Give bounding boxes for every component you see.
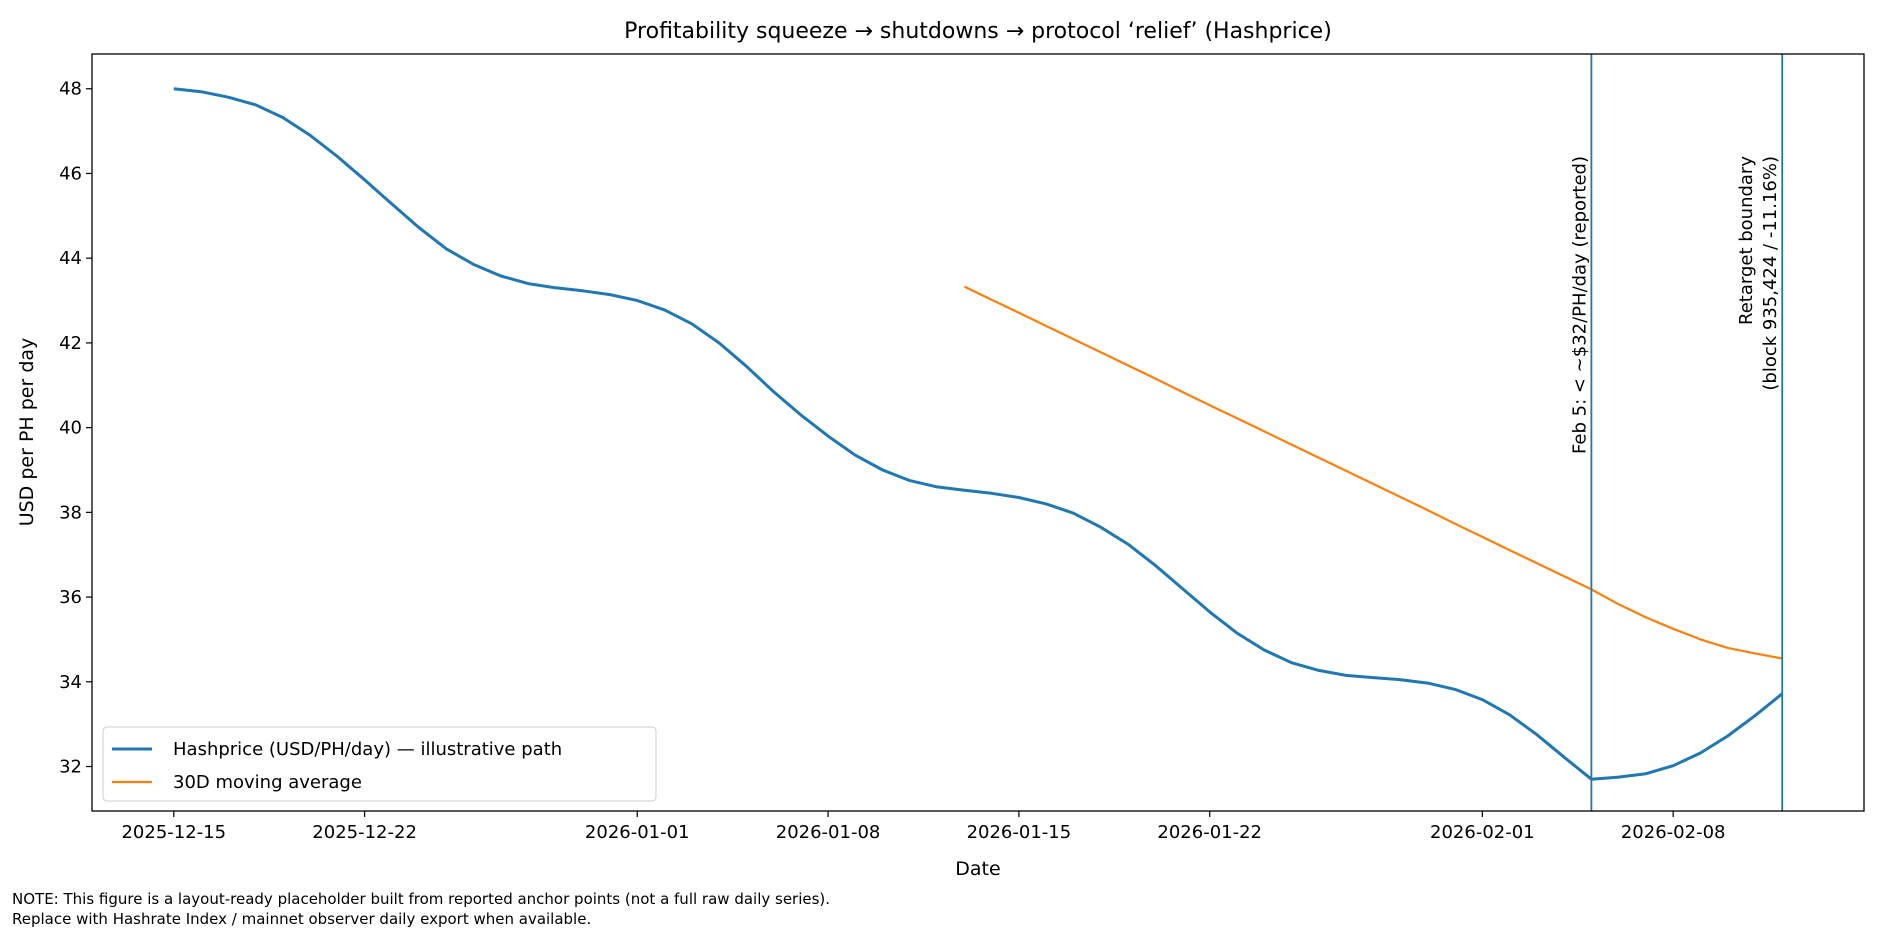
note-line-2: Replace with Hashrate Index / mainnet ob… bbox=[12, 910, 591, 928]
x-tick-label: 2026-02-01 bbox=[1430, 822, 1535, 843]
y-tick-label: 40 bbox=[59, 418, 82, 439]
y-axis: 32 34 36 38 40 42 44 46 48 bbox=[59, 79, 92, 778]
y-tick-label: 34 bbox=[59, 672, 82, 693]
x-tick-label: 2026-01-22 bbox=[1157, 822, 1262, 843]
legend: Hashprice (USD/PH/day) — illustrative pa… bbox=[102, 726, 657, 802]
y-tick-label: 46 bbox=[59, 163, 82, 184]
y-tick-label: 32 bbox=[59, 757, 82, 778]
x-tick-label: 2025-12-22 bbox=[312, 822, 417, 843]
x-tick-label: 2026-01-15 bbox=[967, 822, 1072, 843]
vline-annotation: (block 935,424 / -11.16%) bbox=[1760, 156, 1781, 391]
legend-label-moving-average: 30D moving average bbox=[173, 772, 362, 793]
chart-title: Profitability squeeze → shutdowns → prot… bbox=[624, 19, 1332, 44]
vline-annotation: Feb 5: < ~$32/PH/day (reported) bbox=[1569, 156, 1590, 454]
hashprice-line bbox=[173, 87, 1784, 781]
y-axis-label: USD per PH per day bbox=[16, 338, 38, 527]
note-line-1: NOTE: This figure is a layout-ready plac… bbox=[12, 890, 830, 908]
x-tick-label: 2026-01-01 bbox=[585, 822, 690, 843]
legend-box bbox=[102, 726, 657, 802]
plot-frame bbox=[91, 53, 1865, 812]
x-tick-label: 2026-01-08 bbox=[776, 822, 881, 843]
x-axis-label: Date bbox=[955, 858, 1000, 880]
y-tick-label: 44 bbox=[59, 248, 82, 269]
x-tick-label: 2025-12-15 bbox=[121, 822, 226, 843]
x-tick-label: 2026-02-08 bbox=[1621, 822, 1726, 843]
x-axis: 2025-12-15 2025-12-22 2026-01-01 2026-01-08… bbox=[121, 811, 1725, 843]
y-tick-label: 38 bbox=[59, 502, 82, 523]
plot-area: Feb 5: < ~$32/PH/day (reported) Retarget … bbox=[173, 54, 1784, 811]
legend-label-hashprice: Hashprice (USD/PH/day) — illustrative pa… bbox=[173, 739, 562, 760]
y-tick-label: 42 bbox=[59, 333, 82, 354]
y-tick-label: 48 bbox=[59, 79, 82, 100]
vline-annotation: Retarget boundary bbox=[1736, 156, 1757, 325]
y-tick-label: 36 bbox=[59, 587, 82, 608]
moving-average-line bbox=[963, 285, 1783, 660]
